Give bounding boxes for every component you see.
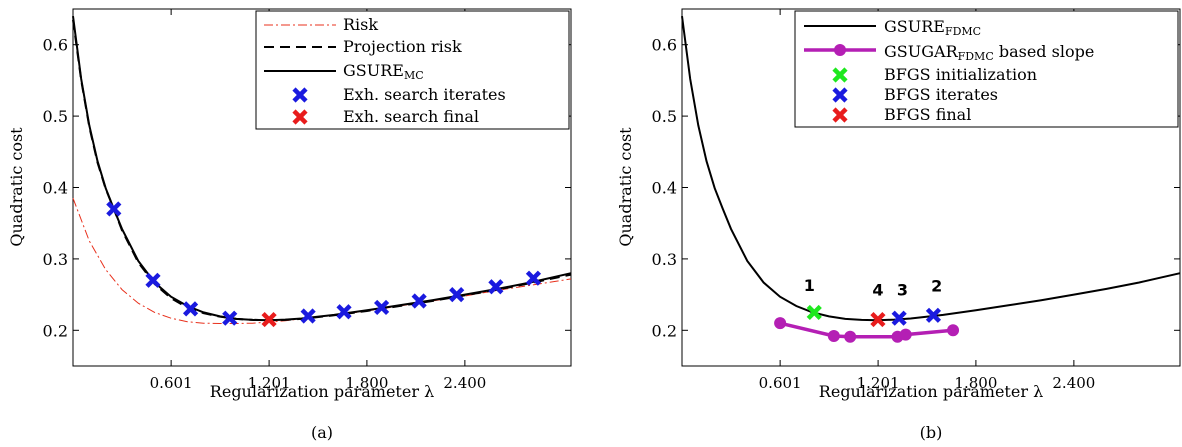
exh-search-iterates-point bbox=[182, 301, 199, 317]
iteration-label-2: 2 bbox=[931, 277, 942, 296]
plot-a-legend-item-exh-final: Exh. search final bbox=[343, 107, 479, 126]
plot-b-lines bbox=[681, 15, 1181, 339]
ytick-label: 0.3 bbox=[652, 250, 677, 269]
legend-key-exh-final bbox=[292, 109, 308, 125]
xtick-label: 1.800 bbox=[954, 374, 997, 392]
plot-b-legend-item-gsugar-post: based slope bbox=[994, 42, 1095, 61]
bfgs-iterates-point bbox=[891, 310, 907, 326]
plot-a-legend-item-gsure-mc-sub: MC bbox=[404, 69, 424, 82]
exh-search-iterates-point bbox=[336, 304, 352, 320]
iteration-label-4: 4 bbox=[872, 280, 883, 299]
plot-a-xlabel: Regularization parameter λ bbox=[210, 382, 434, 401]
iteration-label-1: 1 bbox=[804, 276, 815, 295]
legend-key-gsugar-marker bbox=[834, 44, 846, 56]
bfgs-iterates-point bbox=[925, 307, 942, 323]
plot-a-legend-item-risk: Risk bbox=[343, 15, 378, 34]
plot-b-legend-item-gsugar-slope: GSUGARFDMC based slope bbox=[884, 42, 1094, 63]
ytick-label: 0.4 bbox=[43, 179, 68, 198]
ytick-label: 0.2 bbox=[652, 321, 677, 340]
ytick-label: 0.4 bbox=[652, 179, 677, 198]
plot-b-legend-item-bfgs-iterates: BFGS iterates bbox=[884, 85, 998, 104]
ytick-label: 0.5 bbox=[43, 107, 68, 126]
bfgs-initialization-point bbox=[806, 304, 822, 321]
plot-b-markers bbox=[774, 304, 960, 343]
plot-a-legend-keys bbox=[264, 24, 336, 125]
plot-b-legend-item-gsugar-main: GSUGAR bbox=[884, 42, 959, 61]
exh-search-final-point bbox=[261, 311, 277, 328]
plot-b-ticks: 0.601 1.201 1.800 2.400 0.2 0.3 0.4 0.5 0.6 bbox=[652, 9, 1180, 392]
legend-key-bfgs-final bbox=[832, 107, 848, 123]
ytick-label: 0.2 bbox=[43, 321, 68, 340]
xtick-label: 1.800 bbox=[345, 374, 388, 392]
exh-search-iterates-point bbox=[374, 299, 390, 316]
legend-key-bfgs-init bbox=[832, 67, 848, 83]
xtick-label: 1.201 bbox=[248, 374, 291, 392]
plot-b-legend: GSUREFDMC GSUGARFDMC based slope BFGS in… bbox=[794, 10, 1179, 128]
series-gsure-fdmc bbox=[681, 15, 1181, 322]
exh-search-iterates-point bbox=[449, 287, 465, 303]
plot-a-legend: Risk Projection risk GSUREMC Exh. search… bbox=[255, 10, 570, 130]
plot-a-legend-item-gsure-mc-main: GSURE bbox=[343, 61, 404, 80]
gsugar-fdmc-based-slope-point bbox=[947, 324, 960, 337]
series-gsugar-fdmc-based-slope bbox=[779, 321, 954, 339]
plot-b-legend-item-gsure-fdmc: GSUREFDMC bbox=[884, 17, 981, 38]
plot-a-caption: (a) bbox=[311, 423, 333, 442]
xtick-label: 0.601 bbox=[759, 374, 802, 392]
xtick-label: 0.601 bbox=[150, 374, 193, 392]
plot-a-markers bbox=[106, 201, 542, 328]
plot-a-legend-item-gsure-mc: GSUREMC bbox=[343, 61, 424, 82]
xtick-label: 2.400 bbox=[443, 374, 486, 392]
gsugar-fdmc-based-slope-point bbox=[827, 330, 840, 343]
exh-search-iterates-point bbox=[300, 308, 316, 324]
exh-search-iterates-point bbox=[222, 310, 238, 326]
gsugar-fdmc-based-slope-point bbox=[899, 328, 912, 341]
plot-b-legend-keys bbox=[804, 25, 876, 123]
plot-a-ticks: 0.601 1.201 1.800 2.400 0.2 0.3 0.4 0.5 0.6 bbox=[43, 9, 571, 392]
legend-key-exh-iterates bbox=[292, 87, 308, 103]
exh-search-iterates-point bbox=[145, 272, 161, 288]
plot-a-legend-item-exh-iterates: Exh. search iterates bbox=[343, 85, 506, 104]
plot-a-ylabel: Quadratic cost bbox=[7, 127, 26, 247]
plot-b-legend-item-gsugar-sub: FDMC bbox=[958, 50, 994, 63]
ytick-label: 0.5 bbox=[652, 107, 677, 126]
plot-a-legend-item-projection-risk: Projection risk bbox=[343, 37, 462, 56]
bfgs-final-point bbox=[870, 311, 886, 328]
exh-search-iterates-point bbox=[488, 279, 504, 295]
panel-b: Quadratic cost Regularization parameter … bbox=[616, 8, 1181, 442]
gsugar-fdmc-based-slope-point bbox=[844, 330, 857, 343]
plot-b-xlabel: Regularization parameter λ bbox=[819, 382, 1043, 401]
plot-b-caption: (b) bbox=[920, 423, 943, 442]
xtick-label: 1.201 bbox=[857, 374, 900, 392]
plot-b-legend-item-bfgs-init: BFGS initialization bbox=[884, 65, 1037, 84]
legend-key-bfgs-iterates bbox=[832, 87, 848, 103]
plot-b-legend-item-gsure-fdmc-main: GSURE bbox=[884, 17, 945, 36]
plot-b-legend-item-gsure-fdmc-sub: FDMC bbox=[945, 25, 981, 38]
exh-search-iterates-point bbox=[411, 293, 427, 309]
gsugar-fdmc-based-slope-point bbox=[774, 317, 787, 330]
iteration-label-3: 3 bbox=[897, 280, 908, 299]
exh-search-iterates-point bbox=[525, 270, 542, 286]
plot-b-ylabel: Quadratic cost bbox=[616, 127, 635, 247]
plot-b-legend-item-bfgs-final: BFGS final bbox=[884, 105, 971, 124]
series-risk bbox=[72, 198, 572, 324]
ytick-label: 0.6 bbox=[652, 36, 677, 55]
panel-a: Quadratic cost Regularization parameter … bbox=[7, 8, 572, 442]
plot-b-legend-box bbox=[794, 10, 1179, 128]
ytick-label: 0.6 bbox=[43, 36, 68, 55]
ytick-label: 0.3 bbox=[43, 250, 68, 269]
xtick-label: 2.400 bbox=[1052, 374, 1095, 392]
exh-search-iterates-point bbox=[106, 201, 122, 217]
